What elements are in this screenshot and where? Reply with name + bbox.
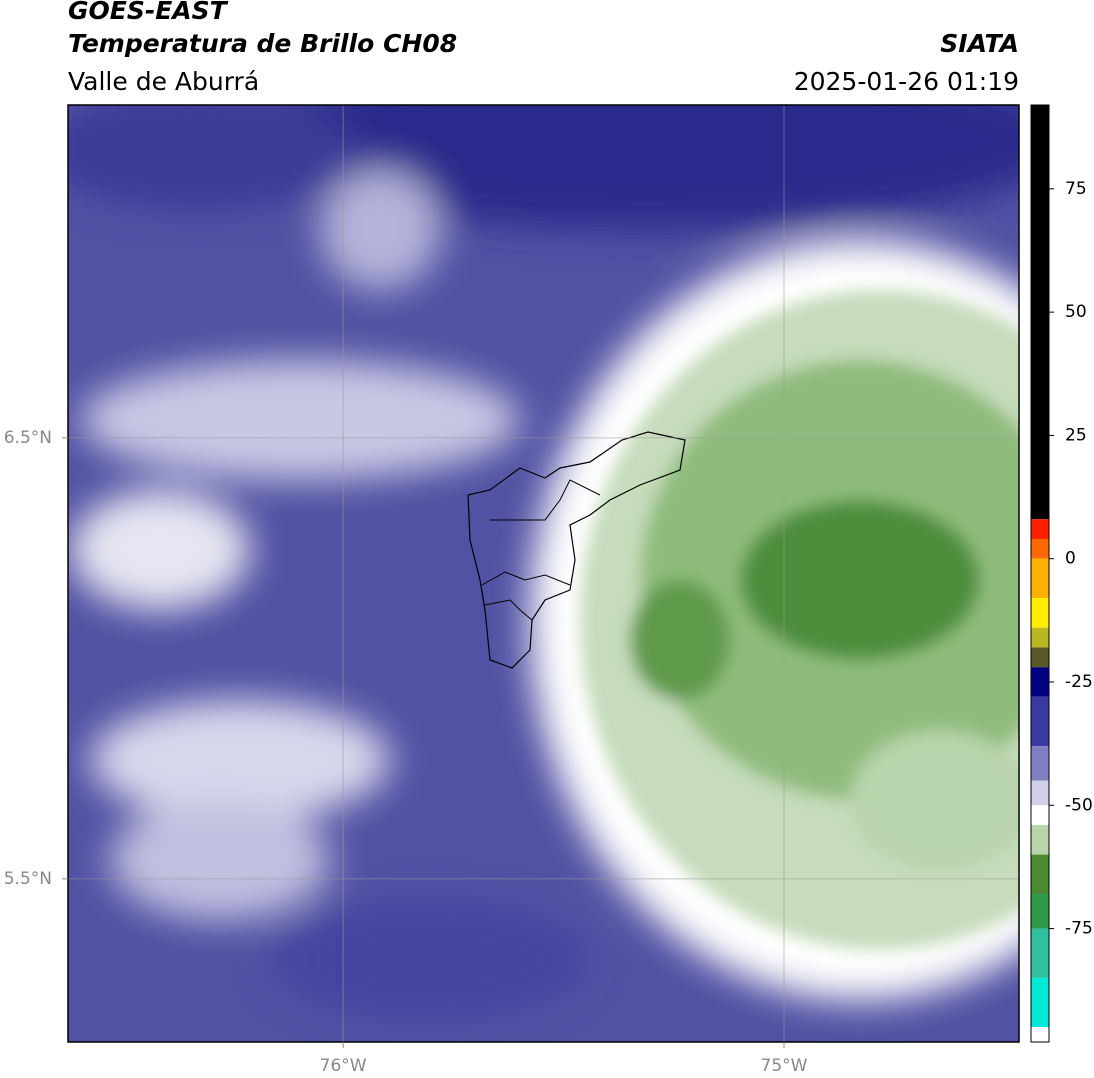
satellite-image <box>68 105 1019 1042</box>
colorbar-segment <box>1031 928 1049 978</box>
colorbar-segment <box>1031 1027 1049 1042</box>
x-tick-label: 76°W <box>320 1056 367 1076</box>
title: GOES-EAST <box>68 0 229 25</box>
colorbar-segment <box>1031 519 1049 539</box>
colorbar-tick-label: -50 <box>1065 795 1093 815</box>
colorbar-segment <box>1031 696 1049 747</box>
y-tick-label: 5.5°N <box>4 869 52 889</box>
colorbar-segment <box>1031 780 1049 806</box>
colorbar-tick-label: 75 <box>1065 179 1087 199</box>
colorbar-segment <box>1031 667 1049 697</box>
x-tick-label: 75°W <box>761 1056 808 1076</box>
source: SIATA <box>940 29 1019 58</box>
valley-outline <box>467 431 686 669</box>
region: Valle de Aburrá <box>68 67 259 96</box>
colorbar-segment <box>1031 894 1049 929</box>
datetime: 2025-01-26 01:19 <box>794 67 1019 96</box>
valley-outline <box>481 571 571 586</box>
colorbar-tick-label: -75 <box>1065 919 1093 939</box>
valley-outline <box>484 599 533 621</box>
colorbar-segment <box>1031 105 1049 520</box>
map-frame <box>67 104 1020 1043</box>
colorbar-tick-label: 25 <box>1065 425 1087 445</box>
colorbar-segment <box>1031 805 1049 826</box>
colorbar-segment <box>1031 647 1049 668</box>
colorbar-tick-label: -25 <box>1065 672 1093 692</box>
colorbar-segment <box>1031 854 1049 895</box>
colorbar-segment <box>1031 558 1049 599</box>
colorbar-segment <box>1031 627 1049 648</box>
colorbar-segment <box>1031 825 1049 855</box>
subtitle: Temperatura de Brillo CH08 <box>68 29 457 58</box>
colorbar-frame <box>1030 104 1050 1043</box>
colorbar-tick-label: 0 <box>1065 549 1076 569</box>
colorbar-segment <box>1031 538 1049 559</box>
colorbar-segment <box>1031 977 1049 1028</box>
colorbar-segment <box>1031 598 1049 628</box>
colorbar-tick-label: 50 <box>1065 302 1087 322</box>
valley-outline <box>490 479 601 521</box>
colorbar-segment <box>1031 746 1049 781</box>
y-tick-label: 6.5°N <box>4 428 52 448</box>
